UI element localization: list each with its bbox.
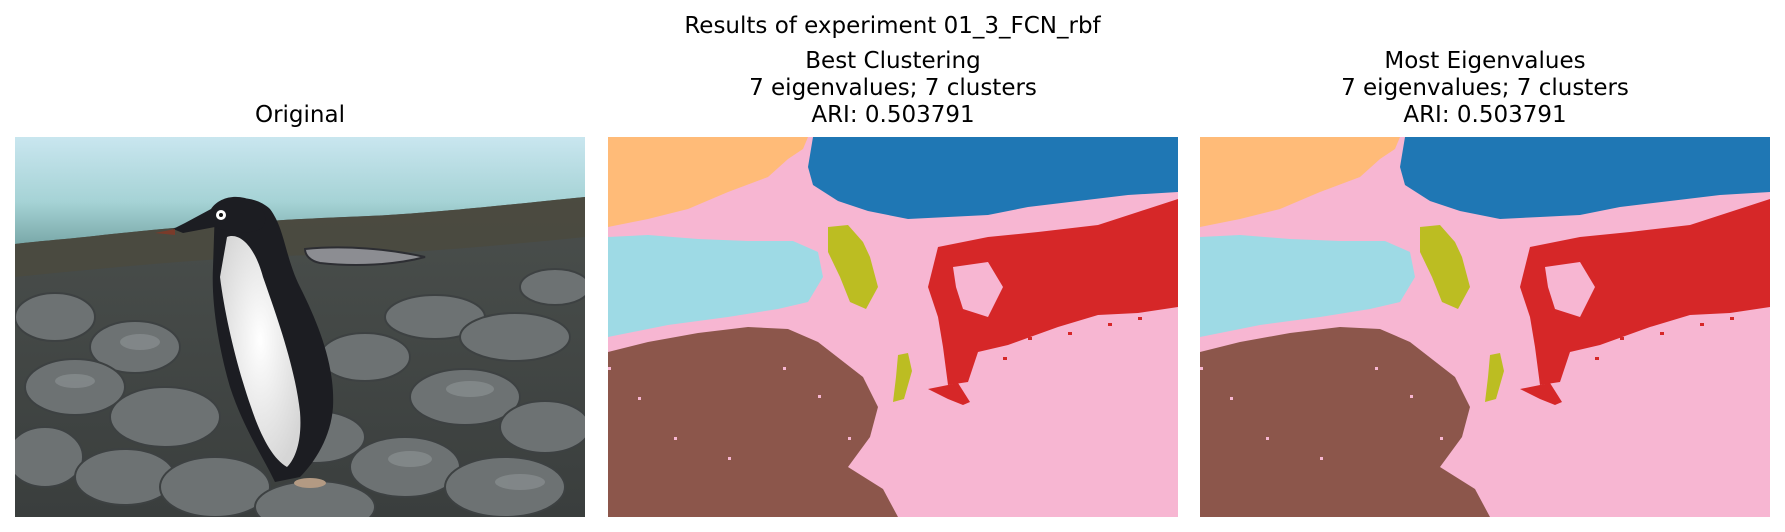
panel-most-eigenvalues-title-line2: 7 eigenvalues; 7 clusters [1341,75,1629,101]
panel-most-eigenvalues-title-line3: ARI: 0.503791 [1403,102,1567,128]
penguin [155,196,426,488]
panel-original: Original [15,0,585,532]
panel-best-clustering-title-line1: Best Clustering [805,48,981,74]
most-eigenvalues-segmentation-map [1200,137,1770,517]
figure-suptitle: Results of experiment 01_3_FCN_rbf [684,13,1101,39]
panel-original-title: Original [254,102,345,128]
panel-best-clustering-title-line3: ARI: 0.503791 [811,102,975,128]
original-penguin-photo [15,137,585,517]
panel-best-clustering-title-line2: 7 eigenvalues; 7 clusters [749,75,1037,101]
best-clustering-segmentation-map [608,137,1178,517]
panel-best-clustering: Best Clustering 7 eigenvalues; 7 cluster… [608,0,1178,532]
panel-most-eigenvalues-title-line1: Most Eigenvalues [1384,48,1586,74]
panel-most-eigenvalues: Most Eigenvalues 7 eigenvalues; 7 cluste… [1200,0,1770,532]
